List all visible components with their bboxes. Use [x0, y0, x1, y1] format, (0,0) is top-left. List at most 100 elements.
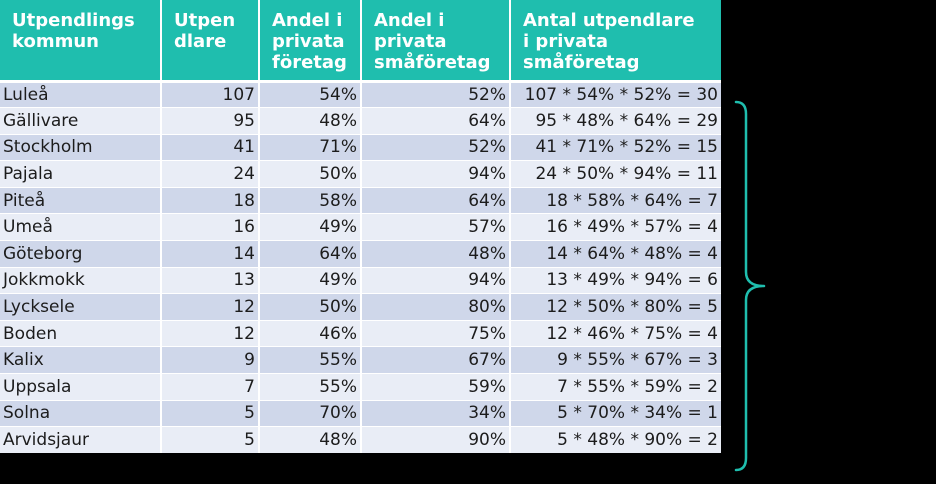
cell-kommun: Kalix — [0, 346, 162, 374]
table-row: Boden 12 46% 75% 12 * 46% * 75% = 4 — [0, 319, 721, 347]
cell-andel-smaforetag: 64% — [361, 186, 511, 214]
cell-utpendlare: 9 — [161, 346, 260, 374]
cell-utpendlare: 12 — [161, 293, 260, 321]
cell-andel-smaforetag: 80% — [361, 293, 511, 321]
cell-andel-smaforetag: 75% — [361, 319, 511, 347]
header-utpendlare-line-2: dlare — [174, 31, 227, 52]
cell-andel-privata: 58% — [259, 186, 362, 214]
header-andel-smaforetag-line-2: privata — [374, 31, 447, 52]
cell-antal: 16 * 49% * 57% = 4 — [510, 213, 721, 241]
cell-andel-privata: 64% — [259, 240, 362, 268]
cell-andel-privata: 48% — [259, 426, 362, 454]
cell-andel-privata: 70% — [259, 399, 362, 427]
cell-kommun: Lycksele — [0, 293, 162, 321]
cell-utpendlare: 41 — [161, 133, 260, 161]
table-row: Solna 5 70% 34% 5 * 70% * 34% = 1 — [0, 399, 721, 427]
cell-kommun: Solna — [0, 399, 162, 427]
cell-andel-smaforetag: 64% — [361, 107, 511, 135]
cell-andel-smaforetag: 48% — [361, 240, 511, 268]
cell-kommun: Boden — [0, 319, 162, 347]
header-andel-smaforetag-line-1: Andel i — [374, 10, 445, 31]
cell-andel-privata: 55% — [259, 373, 362, 401]
table-row: Arvidsjaur 5 48% 90% 5 * 48% * 90% = 2 — [0, 426, 721, 454]
header-andel-privata: Andel i privata företag — [259, 0, 362, 83]
table-row: Gällivare 95 48% 64% 95 * 48% * 64% = 29 — [0, 107, 721, 135]
cell-antal: 12 * 46% * 75% = 4 — [510, 319, 721, 347]
cell-kommun: Umeå — [0, 213, 162, 241]
cell-andel-smaforetag: 94% — [361, 160, 511, 188]
cell-utpendlare: 13 — [161, 266, 260, 294]
cell-antal: 107 * 54% * 52% = 30 — [510, 80, 721, 108]
table-row: Umeå 16 49% 57% 16 * 49% * 57% = 4 — [0, 213, 721, 241]
cell-andel-smaforetag: 52% — [361, 133, 511, 161]
cell-kommun: Gällivare — [0, 107, 162, 135]
commuter-table: Utpendlings kommun Utpen dlare Andel i p… — [0, 0, 721, 454]
header-kommun-line-1: Utpendlings — [12, 10, 135, 31]
header-andel-privata-line-3: företag — [272, 52, 347, 73]
cell-kommun: Göteborg — [0, 240, 162, 268]
cell-antal: 5 * 48% * 90% = 2 — [510, 426, 721, 454]
cell-kommun: Arvidsjaur — [0, 426, 162, 454]
table-body: Luleå 107 54% 52% 107 * 54% * 52% = 30 G… — [0, 80, 721, 454]
cell-andel-privata: 46% — [259, 319, 362, 347]
header-antal-line-1: Antal utpendlare — [523, 10, 695, 31]
cell-antal: 24 * 50% * 94% = 11 — [510, 160, 721, 188]
cell-utpendlare: 5 — [161, 399, 260, 427]
header-utpendlare-line-1: Utpen — [174, 10, 236, 31]
header-antal-line-2: i privata — [523, 31, 608, 52]
cell-antal: 9 * 55% * 67% = 3 — [510, 346, 721, 374]
header-andel-smaforetag-line-3: småföretag — [374, 52, 491, 73]
cell-andel-smaforetag: 90% — [361, 426, 511, 454]
cell-antal: 95 * 48% * 64% = 29 — [510, 107, 721, 135]
header-kommun-line-2: kommun — [12, 31, 99, 52]
cell-andel-smaforetag: 94% — [361, 266, 511, 294]
cell-utpendlare: 14 — [161, 240, 260, 268]
cell-andel-privata: 50% — [259, 160, 362, 188]
cell-utpendlare: 7 — [161, 373, 260, 401]
cell-antal: 7 * 55% * 59% = 2 — [510, 373, 721, 401]
cell-antal: 14 * 64% * 48% = 4 — [510, 240, 721, 268]
cell-andel-privata: 49% — [259, 266, 362, 294]
table-row: Lycksele 12 50% 80% 12 * 50% * 80% = 5 — [0, 293, 721, 321]
cell-andel-privata: 71% — [259, 133, 362, 161]
cell-andel-smaforetag: 52% — [361, 80, 511, 108]
cell-andel-privata: 49% — [259, 213, 362, 241]
table-row: Pajala 24 50% 94% 24 * 50% * 94% = 11 — [0, 160, 721, 188]
cell-andel-privata: 54% — [259, 80, 362, 108]
cell-andel-smaforetag: 57% — [361, 213, 511, 241]
cell-utpendlare: 107 — [161, 80, 260, 108]
header-antal-line-3: småföretag — [523, 52, 640, 73]
table-row: Jokkmokk 13 49% 94% 13 * 49% * 94% = 6 — [0, 266, 721, 294]
cell-kommun: Uppsala — [0, 373, 162, 401]
table-row: Luleå 107 54% 52% 107 * 54% * 52% = 30 — [0, 80, 721, 108]
cell-utpendlare: 5 — [161, 426, 260, 454]
right-curly-brace-icon — [734, 100, 766, 472]
cell-antal: 18 * 58% * 64% = 7 — [510, 186, 721, 214]
cell-andel-privata: 55% — [259, 346, 362, 374]
cell-andel-smaforetag: 67% — [361, 346, 511, 374]
cell-andel-smaforetag: 34% — [361, 399, 511, 427]
table-row: Kalix 9 55% 67% 9 * 55% * 67% = 3 — [0, 346, 721, 374]
cell-antal: 41 * 71% * 52% = 15 — [510, 133, 721, 161]
cell-antal: 12 * 50% * 80% = 5 — [510, 293, 721, 321]
table-row: Stockholm 41 71% 52% 41 * 71% * 52% = 15 — [0, 133, 721, 161]
cell-antal: 13 * 49% * 94% = 6 — [510, 266, 721, 294]
header-andel-privata-line-2: privata — [272, 31, 345, 52]
cell-kommun: Stockholm — [0, 133, 162, 161]
header-kommun: Utpendlings kommun — [0, 0, 162, 83]
cell-kommun: Luleå — [0, 80, 162, 108]
header-andel-privata-line-1: Andel i — [272, 10, 343, 31]
table-row: Piteå 18 58% 64% 18 * 58% * 64% = 7 — [0, 186, 721, 214]
table-row: Göteborg 14 64% 48% 14 * 64% * 48% = 4 — [0, 240, 721, 268]
cell-kommun: Pajala — [0, 160, 162, 188]
table-header: Utpendlings kommun Utpen dlare Andel i p… — [0, 0, 721, 83]
cell-kommun: Piteå — [0, 186, 162, 214]
table-row: Uppsala 7 55% 59% 7 * 55% * 59% = 2 — [0, 373, 721, 401]
cell-utpendlare: 12 — [161, 319, 260, 347]
header-row: Utpendlings kommun Utpen dlare Andel i p… — [0, 0, 721, 83]
header-antal: Antal utpendlare i privata småföretag — [510, 0, 721, 83]
cell-utpendlare: 16 — [161, 213, 260, 241]
header-utpendlare: Utpen dlare — [161, 0, 260, 83]
cell-andel-smaforetag: 59% — [361, 373, 511, 401]
cell-antal: 5 * 70% * 34% = 1 — [510, 399, 721, 427]
